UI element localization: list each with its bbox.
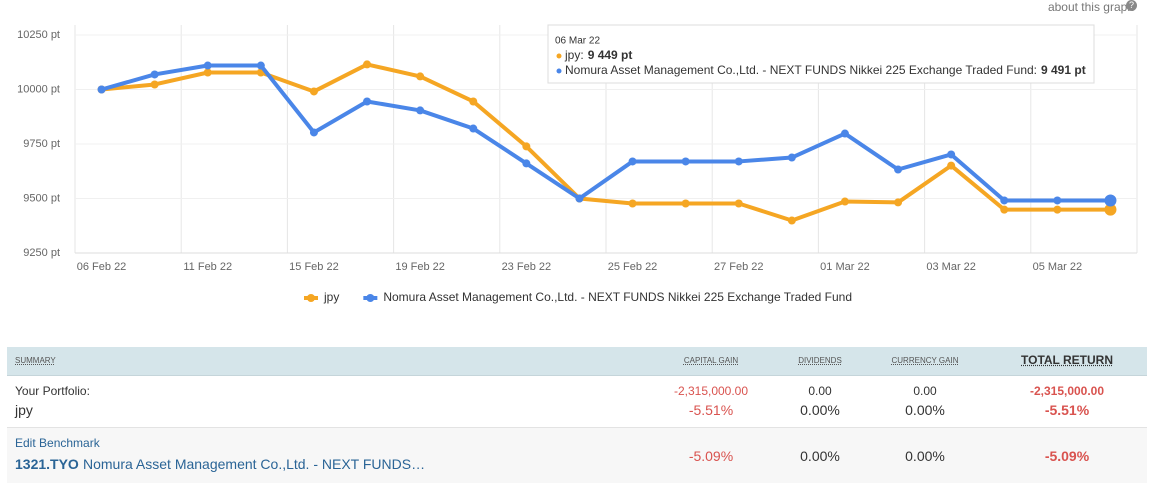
tooltip-label: Nomura Asset Management Co.,Ltd. - NEXT … xyxy=(565,63,1037,77)
point xyxy=(575,194,584,203)
point xyxy=(203,68,212,77)
point xyxy=(787,153,796,162)
x-tick-label: 05 Mar 22 xyxy=(1033,261,1083,273)
header-currency-gain: CURRENCY GAIN xyxy=(891,356,959,365)
portfolio-label: Your Portfolio: xyxy=(15,384,90,398)
point xyxy=(150,70,159,79)
point xyxy=(97,85,106,94)
point xyxy=(150,80,159,89)
point xyxy=(734,157,743,166)
point xyxy=(840,197,849,206)
point xyxy=(734,199,743,208)
point xyxy=(894,165,903,174)
chart: 9250 pt 9500 pt 9750 pt 10000 pt 10250 pt 06 … xyxy=(17,24,1138,304)
point xyxy=(1104,194,1117,207)
tooltip-box xyxy=(547,24,1095,84)
cell: -5.09% xyxy=(688,448,734,464)
point xyxy=(1000,205,1009,214)
cell: 0.00% xyxy=(905,448,945,464)
point xyxy=(309,87,318,96)
point xyxy=(681,199,690,208)
tooltip-bullet xyxy=(556,68,562,74)
x-tick-label: 19 Feb 22 xyxy=(395,261,445,273)
point xyxy=(947,161,956,170)
legend: jpy Nomura Asset Management Co.,Ltd. - NE… xyxy=(304,290,852,304)
legend-swatch-dot xyxy=(307,294,315,302)
x-tick-label: 03 Mar 22 xyxy=(926,261,976,273)
tooltip-label: jpy: xyxy=(564,48,584,62)
x-tick-label: 27 Feb 22 xyxy=(714,261,764,273)
point xyxy=(203,61,212,70)
series-line xyxy=(101,63,1111,203)
y-tick-label: 10250 pt xyxy=(17,29,60,41)
y-tick-label: 9750 pt xyxy=(23,138,60,150)
cell: 0.00 xyxy=(913,384,937,398)
point xyxy=(363,60,372,69)
header-capital-gain: CAPITAL GAIN xyxy=(683,356,739,365)
help-icon[interactable]: ? xyxy=(1126,0,1137,11)
point xyxy=(840,129,849,138)
point xyxy=(1000,196,1009,205)
point xyxy=(309,128,318,137)
point xyxy=(681,157,690,166)
point xyxy=(469,97,478,106)
point xyxy=(416,106,425,115)
table-header xyxy=(7,347,1147,376)
cell: 0.00 xyxy=(808,384,832,398)
cell: 0.00% xyxy=(800,402,840,418)
header-summary: SUMMARY xyxy=(15,356,56,365)
legend-label: jpy xyxy=(323,290,339,304)
portfolio-name: jpy xyxy=(15,402,33,418)
tooltip-value: 9 449 pt xyxy=(588,48,633,62)
benchmark-name[interactable]: Nomura Asset Management Co.,Ltd. - NEXT … xyxy=(83,456,426,472)
point xyxy=(522,142,531,151)
point xyxy=(416,72,425,81)
x-tick-label: 23 Feb 22 xyxy=(502,261,552,273)
cell: -2,315,000.00 xyxy=(1029,384,1105,398)
cell: -5.51% xyxy=(688,402,734,418)
cell: -5.09% xyxy=(1044,448,1090,464)
x-tick-label: 01 Mar 22 xyxy=(820,261,870,273)
x-tick-label: 06 Feb 22 xyxy=(77,261,127,273)
point xyxy=(894,198,903,207)
point xyxy=(469,124,478,133)
point xyxy=(1053,205,1062,214)
legend-swatch-dot xyxy=(366,294,375,302)
x-tick-label: 25 Feb 22 xyxy=(608,261,658,273)
edit-benchmark-link[interactable]: Edit Benchmark xyxy=(15,436,100,450)
point xyxy=(1104,203,1117,216)
y-tick-label: 9500 pt xyxy=(23,192,60,204)
y-tick-label: 10000 pt xyxy=(17,83,60,95)
cell: -5.51% xyxy=(1044,402,1090,418)
cell: 0.00% xyxy=(905,402,945,418)
point xyxy=(1053,196,1062,205)
cell: -2,315,000.00 xyxy=(673,384,749,398)
point xyxy=(947,150,956,159)
benchmark-row xyxy=(7,427,1147,483)
tooltip-title: 06 Mar 22 xyxy=(555,36,600,47)
benchmark-ticker[interactable]: 1321.TYO xyxy=(15,456,79,472)
point xyxy=(256,61,265,70)
header-total-return: TOTAL RETURN xyxy=(1021,353,1113,367)
point xyxy=(787,216,796,225)
point xyxy=(522,159,531,168)
tooltip-value: 9 491 pt xyxy=(1041,63,1086,77)
point xyxy=(363,97,372,106)
header-dividends: DIVIDENDS xyxy=(798,356,842,365)
about-link[interactable]: about this graph xyxy=(1047,0,1134,14)
point xyxy=(628,157,637,166)
tooltip-bullet xyxy=(556,53,562,59)
legend-label: Nomura Asset Management Co.,Ltd. - NEXT … xyxy=(383,290,852,304)
x-tick-label: 11 Feb 22 xyxy=(183,261,232,273)
x-tick-label: 15 Feb 22 xyxy=(289,261,339,273)
point xyxy=(628,199,637,208)
cell: 0.00% xyxy=(800,448,840,464)
y-tick-label: 9250 pt xyxy=(23,247,60,259)
